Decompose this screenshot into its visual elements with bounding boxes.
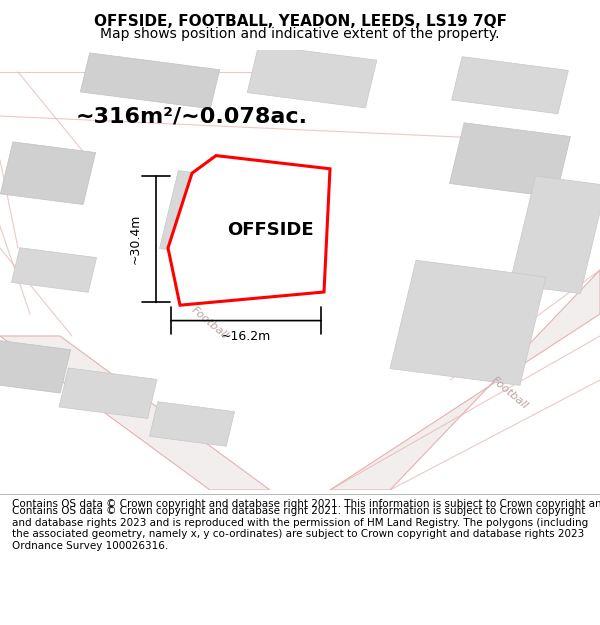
Polygon shape (0, 341, 71, 393)
Polygon shape (247, 45, 377, 108)
Polygon shape (80, 53, 220, 109)
Polygon shape (330, 270, 600, 490)
Text: Contains OS data © Crown copyright and database right 2021. This information is : Contains OS data © Crown copyright and d… (12, 506, 588, 551)
Polygon shape (1, 142, 95, 204)
Text: OFFSIDE, FOOTBALL, YEADON, LEEDS, LS19 7QF: OFFSIDE, FOOTBALL, YEADON, LEEDS, LS19 7… (94, 14, 506, 29)
Polygon shape (168, 156, 330, 305)
Text: ~16.2m: ~16.2m (221, 329, 271, 342)
Text: OFFSIDE: OFFSIDE (227, 221, 313, 239)
Polygon shape (59, 368, 157, 418)
Text: Contains OS data © Crown copyright and database right 2021. This information is : Contains OS data © Crown copyright and d… (12, 499, 600, 509)
Polygon shape (449, 122, 571, 198)
Text: Football: Football (490, 375, 530, 411)
Polygon shape (0, 336, 270, 490)
Text: Map shows position and indicative extent of the property.: Map shows position and indicative extent… (100, 27, 500, 41)
Polygon shape (390, 260, 546, 386)
Text: ~30.4m: ~30.4m (128, 214, 142, 264)
Polygon shape (160, 171, 296, 264)
Polygon shape (452, 57, 568, 114)
Text: Football: Football (190, 304, 230, 341)
Polygon shape (11, 248, 97, 292)
Polygon shape (509, 176, 600, 294)
Text: ~316m²/~0.078ac.: ~316m²/~0.078ac. (76, 106, 308, 126)
Polygon shape (149, 402, 235, 446)
